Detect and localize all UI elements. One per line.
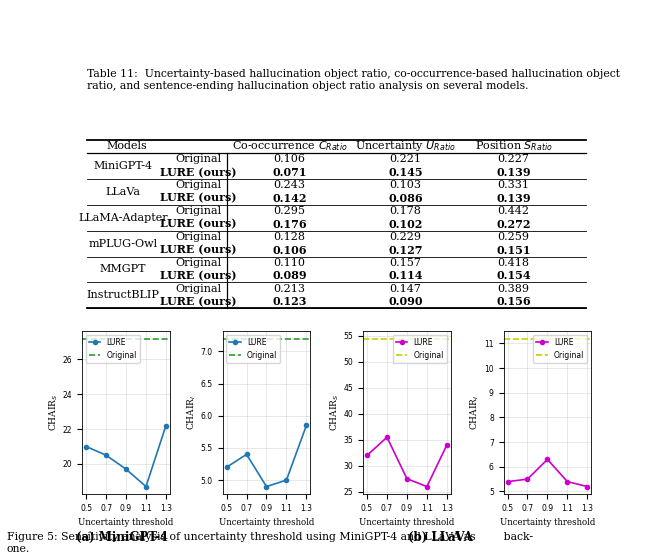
Text: Original: Original bbox=[175, 258, 221, 268]
LURE bbox=[102, 452, 110, 458]
Text: 0.157: 0.157 bbox=[390, 258, 421, 268]
Text: 0.106: 0.106 bbox=[273, 154, 306, 164]
Text: LURE (ours): LURE (ours) bbox=[160, 166, 237, 178]
Text: Original: Original bbox=[175, 154, 221, 164]
LURE bbox=[564, 478, 572, 485]
LURE bbox=[162, 422, 170, 429]
Text: Original: Original bbox=[175, 180, 221, 190]
Text: 0.114: 0.114 bbox=[388, 270, 422, 281]
Legend: LURE, Original: LURE, Original bbox=[533, 335, 587, 363]
Text: 0.145: 0.145 bbox=[388, 166, 422, 178]
Text: LURE (ours): LURE (ours) bbox=[160, 245, 237, 255]
Text: 0.243: 0.243 bbox=[273, 180, 306, 190]
LURE bbox=[423, 483, 431, 490]
Text: 0.151: 0.151 bbox=[497, 245, 531, 255]
Text: 0.110: 0.110 bbox=[273, 258, 306, 268]
Text: 0.128: 0.128 bbox=[273, 232, 306, 242]
Text: 0.259: 0.259 bbox=[497, 232, 530, 242]
LURE bbox=[302, 422, 310, 429]
Text: (b) LLaVA: (b) LLaVA bbox=[408, 531, 472, 544]
Text: 0.227: 0.227 bbox=[498, 154, 530, 164]
Text: 0.102: 0.102 bbox=[388, 219, 422, 230]
Text: Models: Models bbox=[106, 142, 147, 152]
Line: LURE: LURE bbox=[225, 423, 309, 488]
LURE bbox=[142, 483, 150, 490]
LURE bbox=[223, 464, 231, 471]
Text: 0.272: 0.272 bbox=[497, 219, 531, 230]
X-axis label: Uncertainty threshold: Uncertainty threshold bbox=[219, 518, 314, 527]
Text: MiniGPT-4: MiniGPT-4 bbox=[93, 161, 152, 171]
Text: Original: Original bbox=[175, 284, 221, 294]
Text: 0.086: 0.086 bbox=[388, 193, 422, 204]
LURE bbox=[82, 443, 90, 450]
Text: Original: Original bbox=[175, 206, 221, 216]
Legend: LURE, Original: LURE, Original bbox=[86, 335, 140, 363]
Text: 0.142: 0.142 bbox=[273, 193, 307, 204]
LURE bbox=[242, 451, 250, 458]
Text: 0.221: 0.221 bbox=[390, 154, 421, 164]
Text: LURE (ours): LURE (ours) bbox=[160, 219, 237, 230]
Text: 0.089: 0.089 bbox=[272, 270, 307, 281]
Text: Uncertainty $U_{Ratio}$: Uncertainty $U_{Ratio}$ bbox=[355, 139, 456, 153]
Text: 0.139: 0.139 bbox=[496, 166, 531, 178]
Text: 0.147: 0.147 bbox=[390, 284, 421, 294]
LURE bbox=[263, 483, 271, 490]
Text: 0.154: 0.154 bbox=[496, 270, 531, 281]
Text: LURE (ours): LURE (ours) bbox=[160, 296, 237, 307]
Text: 0.106: 0.106 bbox=[273, 245, 307, 255]
X-axis label: Uncertainty threshold: Uncertainty threshold bbox=[78, 518, 173, 527]
LURE bbox=[283, 477, 290, 483]
Text: LLaMA-Adapter: LLaMA-Adapter bbox=[78, 213, 168, 223]
Text: Original: Original bbox=[175, 232, 221, 242]
LURE bbox=[122, 466, 130, 472]
Text: 0.178: 0.178 bbox=[390, 206, 421, 216]
Text: 0.139: 0.139 bbox=[496, 193, 531, 204]
Text: 0.127: 0.127 bbox=[388, 245, 422, 255]
Text: (a) MiniGPT-4: (a) MiniGPT-4 bbox=[76, 531, 168, 544]
Text: 0.176: 0.176 bbox=[272, 219, 307, 230]
Text: LURE (ours): LURE (ours) bbox=[160, 193, 237, 204]
Text: Table 11:  Uncertainty-based hallucination object ratio, co-occurrence-based hal: Table 11: Uncertainty-based hallucinatio… bbox=[87, 69, 620, 90]
Legend: LURE, Original: LURE, Original bbox=[393, 335, 447, 363]
Y-axis label: CHAIR$_S$: CHAIR$_S$ bbox=[328, 394, 341, 431]
Line: LURE: LURE bbox=[365, 435, 449, 488]
Text: MMGPT: MMGPT bbox=[99, 265, 146, 275]
Text: 0.156: 0.156 bbox=[496, 296, 531, 307]
Text: 0.331: 0.331 bbox=[497, 180, 530, 190]
Text: 0.442: 0.442 bbox=[497, 206, 530, 216]
LURE bbox=[503, 478, 511, 485]
Text: Figure 5: Sensitivity analysis of uncertainty threshold using MiniGPT-4 and LLaV: Figure 5: Sensitivity analysis of uncert… bbox=[7, 532, 533, 554]
Text: 0.229: 0.229 bbox=[390, 232, 421, 242]
Text: 0.090: 0.090 bbox=[388, 296, 422, 307]
Text: 0.123: 0.123 bbox=[273, 296, 307, 307]
LURE bbox=[583, 483, 591, 490]
Text: 0.213: 0.213 bbox=[273, 284, 306, 294]
LURE bbox=[543, 456, 551, 463]
Text: Co-occurrence $C_{Ratio}$: Co-occurrence $C_{Ratio}$ bbox=[232, 139, 348, 153]
Text: 0.295: 0.295 bbox=[273, 206, 306, 216]
LURE bbox=[383, 434, 391, 441]
Text: mPLUG-Owl: mPLUG-Owl bbox=[88, 239, 157, 249]
LURE bbox=[524, 476, 532, 482]
Text: 0.418: 0.418 bbox=[497, 258, 530, 268]
LURE bbox=[443, 442, 451, 448]
Text: 0.389: 0.389 bbox=[497, 284, 530, 294]
Line: LURE: LURE bbox=[505, 457, 589, 488]
Text: Position $S_{Ratio}$: Position $S_{Ratio}$ bbox=[475, 139, 553, 153]
Text: InstructBLIP: InstructBLIP bbox=[86, 290, 159, 300]
Text: 0.103: 0.103 bbox=[390, 180, 421, 190]
LURE bbox=[363, 452, 371, 459]
X-axis label: Uncertainty threshold: Uncertainty threshold bbox=[500, 518, 595, 527]
Y-axis label: CHAIR$_I$: CHAIR$_I$ bbox=[185, 395, 198, 430]
Text: LURE (ours): LURE (ours) bbox=[160, 270, 237, 281]
Line: LURE: LURE bbox=[84, 423, 168, 488]
Y-axis label: CHAIR$_I$: CHAIR$_I$ bbox=[469, 395, 482, 430]
LURE bbox=[403, 476, 411, 482]
Y-axis label: CHAIR$_S$: CHAIR$_S$ bbox=[47, 394, 60, 431]
Legend: LURE, Original: LURE, Original bbox=[227, 335, 281, 363]
Text: 0.071: 0.071 bbox=[273, 166, 307, 178]
X-axis label: Uncertainty threshold: Uncertainty threshold bbox=[359, 518, 455, 527]
Text: LLaVa: LLaVa bbox=[105, 186, 140, 196]
